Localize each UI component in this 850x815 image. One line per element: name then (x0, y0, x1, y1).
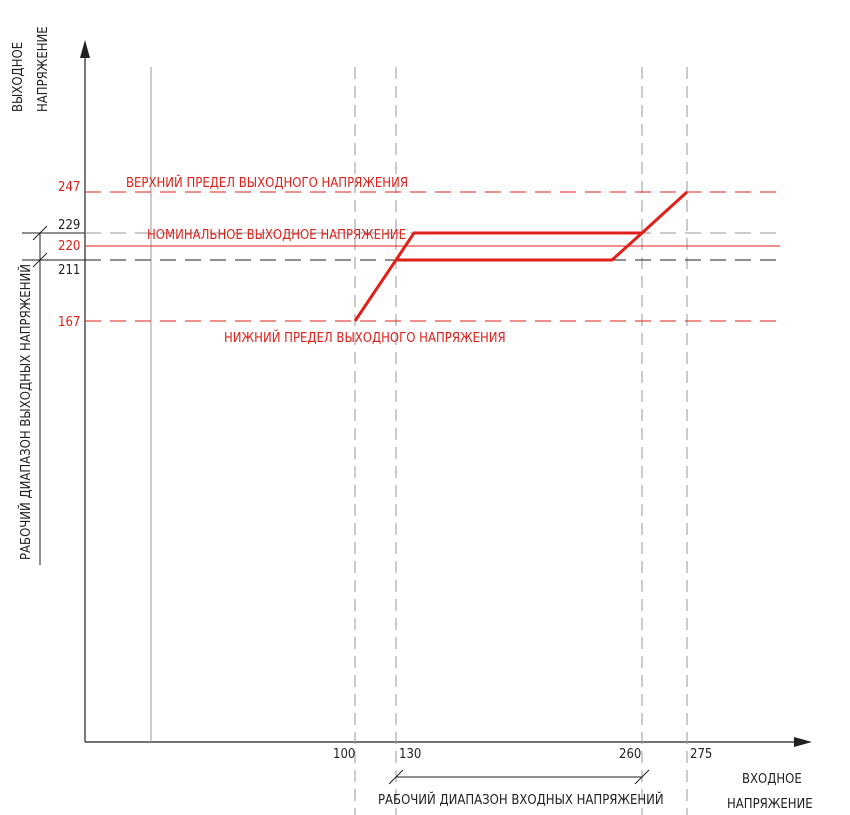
level-label-211: 211 (58, 263, 80, 278)
level-label-247: 247 (58, 180, 80, 195)
level-label-167: 167 (58, 315, 80, 330)
y-axis-arrow-icon (80, 40, 90, 58)
input-label-275: 275 (690, 747, 712, 762)
characteristic-curve (353, 231, 646, 322)
input-range-label: РАБОЧИЙ ДИАПАЗОН ВХОДНЫХ НАПРЯЖЕНИЙ (378, 792, 664, 808)
input-range-tick-left (388, 769, 404, 785)
x-axis-title-line1: ВХОДНОЕ (742, 772, 802, 787)
upper-limit-label: ВЕРХНИЙ ПРЕДЕЛ ВЫХОДНОГО НАПРЯЖЕНИЯ (126, 175, 408, 191)
input-label-260: 260 (619, 747, 641, 762)
level-label-229: 229 (58, 218, 80, 233)
output-range-label: РАБОЧИЙ ДИАПАЗОН ВЫХОДНЫХ НАПРЯЖЕНИЙ (18, 264, 34, 560)
level-label-220: 220 (58, 239, 80, 254)
x-axis-title-line2: НАПРЯЖЕНИЕ (727, 797, 813, 812)
nominal-label: НОМИНАЛЬНОЕ ВЫХОДНОЕ НАПРЯЖЕНИЕ (147, 228, 406, 243)
x-axis-arrow-icon (794, 737, 812, 747)
y-axis-title-line2: НАПРЯЖЕНИЕ (36, 26, 51, 112)
y-axis-title-line1: ВЫХОДНОЕ (11, 42, 26, 112)
characteristic-curve-upper-rise (640, 190, 689, 235)
lower-limit-label: НИЖНИЙ ПРЕДЕЛ ВЫХОДНОГО НАПРЯЖЕНИЯ (224, 330, 506, 346)
input-label-130: 130 (399, 747, 421, 762)
input-label-100: 100 (333, 747, 355, 762)
input-range-tick-right (634, 769, 650, 785)
